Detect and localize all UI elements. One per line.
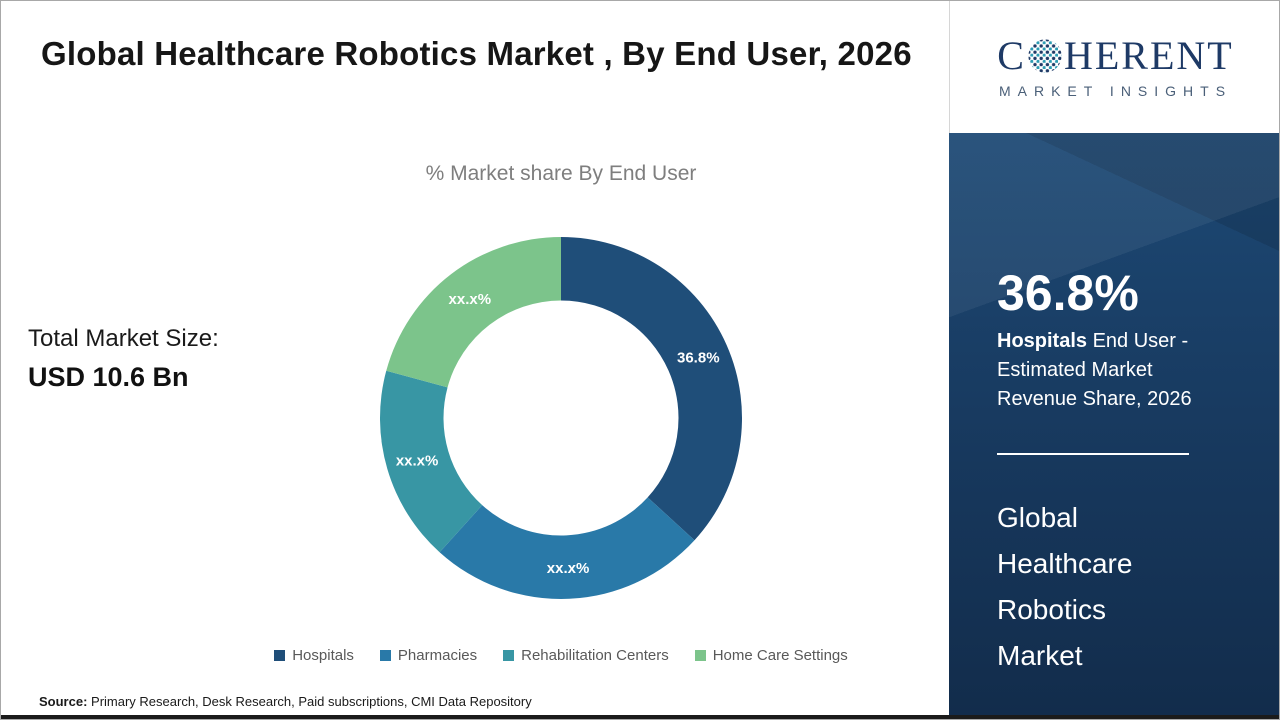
donut-chart: 36.8% xx.x% xx.x% xx.x%: [380, 237, 742, 599]
donut-segment-hospitals: [561, 237, 742, 541]
source-label: Source:: [39, 694, 88, 709]
brand-logo-wordmark: C HERENT: [997, 32, 1234, 78]
legend-item-pharmacies: Pharmacies: [379, 647, 478, 664]
legend-label: Pharmacies: [397, 647, 478, 664]
donut-segment-label-rehabilitation-centers: xx.x%: [396, 452, 439, 469]
page-title: Global Healthcare Robotics Market , By E…: [41, 35, 912, 72]
sidebar-panel: 36.8% Hospitals End User - Estimated Mar…: [949, 133, 1279, 719]
donut-segment-label-hospitals: 36.8%: [677, 350, 720, 367]
donut-segment-pharmacies: [439, 497, 695, 599]
highlight-stat-description: Hospitals End User - Estimated Market Re…: [997, 327, 1219, 414]
donut-segment-home-care-settings: [386, 237, 561, 388]
globe-icon: [1028, 38, 1062, 73]
legend-label: Home Care Settings: [712, 647, 848, 664]
logo-text-c: C: [997, 32, 1026, 78]
legend-swatch: [274, 650, 286, 661]
sidebar: C HERENT MARKET INSIGHTS 36.8% Hospitals: [949, 1, 1279, 719]
logo-text-herent: HERENT: [1063, 32, 1234, 78]
legend-item-rehabilitation-centers: Rehabilitation Centers: [503, 647, 669, 664]
report-title: Global Healthcare Robotics Market: [997, 502, 1133, 671]
source-text: Primary Research, Desk Research, Paid su…: [87, 694, 532, 709]
legend-swatch: [694, 650, 706, 661]
stat-description-rest: End User - Estimated Market Revenue Shar…: [997, 330, 1192, 410]
chart-area: Global Healthcare Robotics Market , By E…: [1, 1, 949, 719]
legend-label: Hospitals: [292, 647, 354, 664]
legend-item-hospitals: Hospitals: [274, 647, 354, 664]
stat-segment-name: Hospitals: [997, 330, 1088, 352]
legend-swatch: [379, 650, 391, 661]
chart-subtitle: % Market share By End User: [425, 162, 697, 185]
logo-subtitle: MARKET INSIGHTS: [998, 82, 1233, 99]
total-market-size-value: USD 10.6 Bn: [28, 362, 189, 392]
highlight-stat-value: 36.8%: [997, 265, 1139, 321]
legend: Hospitals Pharmacies Rehabilitation Center…: [173, 647, 949, 664]
source-note: Source: Primary Research, Desk Research,…: [39, 694, 532, 709]
donut-segment-label-pharmacies: xx.x%: [547, 560, 590, 577]
legend-label: Rehabilitation Centers: [521, 647, 669, 664]
total-market-size: Total Market Size: USD 10.6 Bn: [28, 325, 219, 393]
total-market-size-label: Total Market Size:: [28, 325, 219, 352]
donut-segment-label-home-care-settings: xx.x%: [449, 291, 492, 308]
divider-line: [997, 453, 1189, 455]
legend-item-home-care-settings: Home Care Settings: [694, 647, 848, 664]
brand-logo: C HERENT MARKET INSIGHTS: [949, 1, 1279, 133]
donut-segment-rehabilitation-centers: [380, 370, 483, 553]
legend-swatch: [503, 650, 515, 661]
